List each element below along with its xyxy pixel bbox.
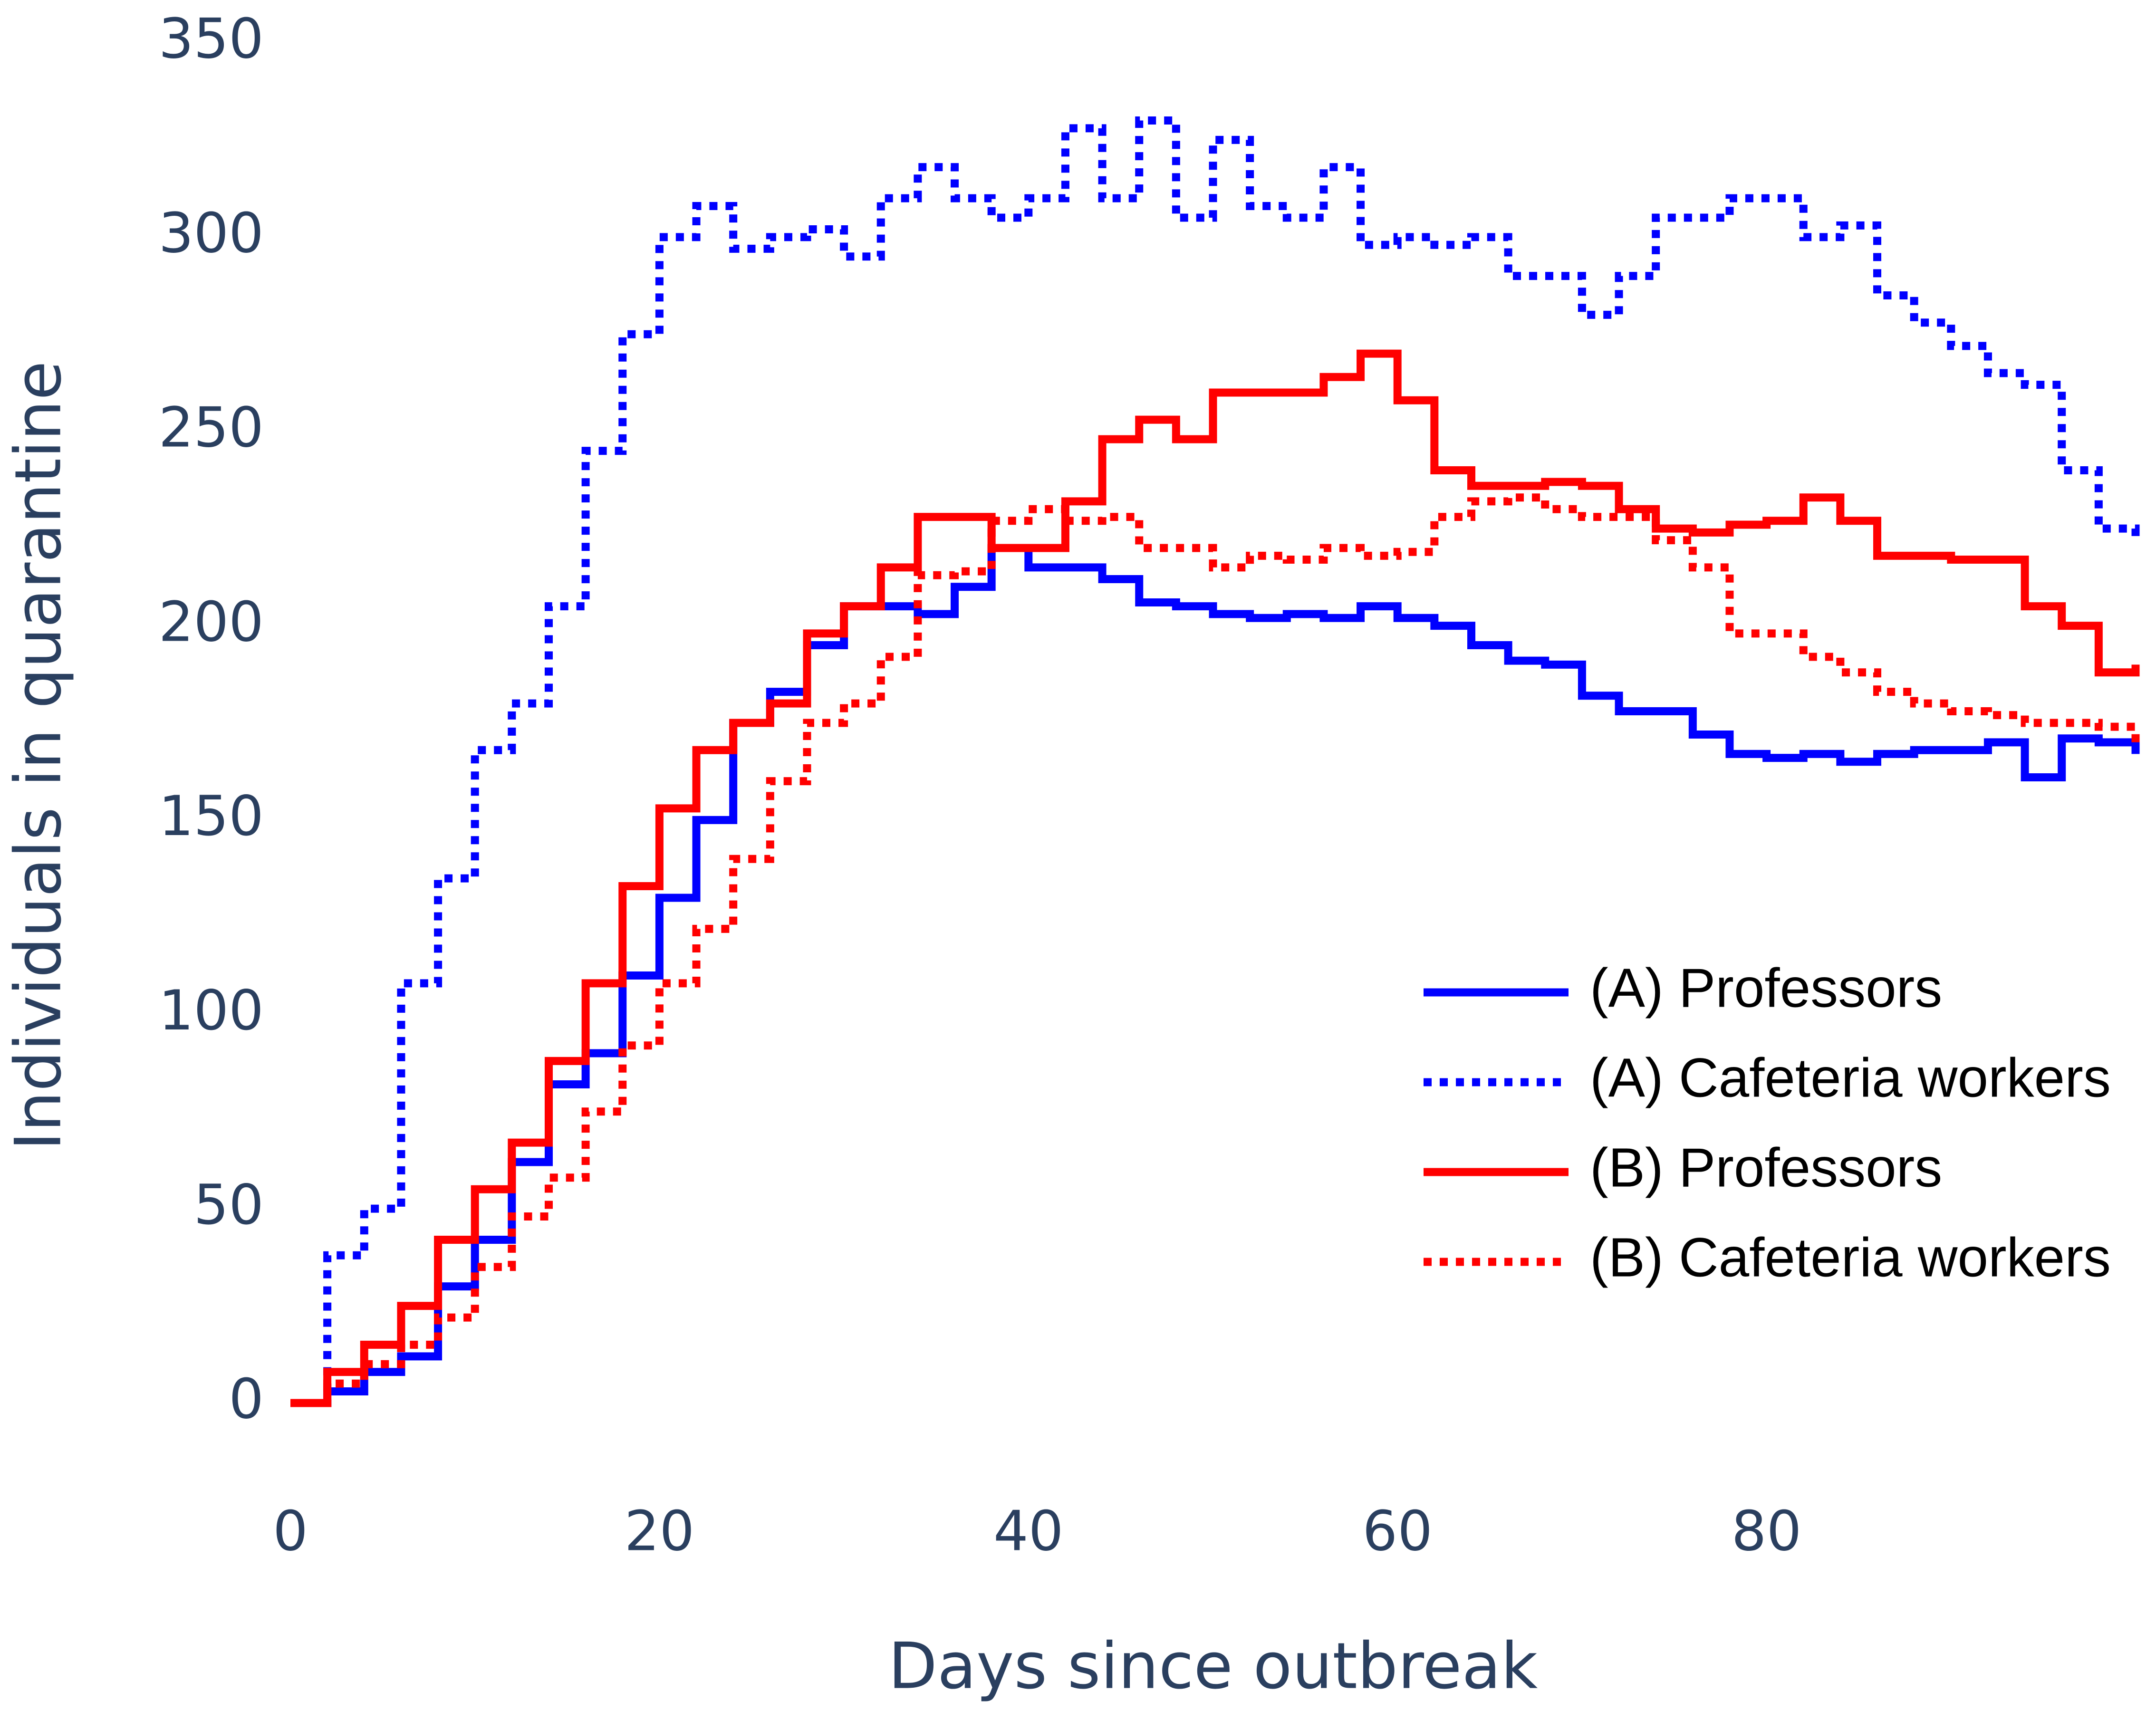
- legend-label: (A) Cafeteria workers: [1590, 1047, 2111, 1109]
- legend-label: (B) Cafeteria workers: [1590, 1227, 2111, 1288]
- legend-label: (B) Professors: [1590, 1137, 1942, 1199]
- y-tick-label: 350: [159, 7, 264, 71]
- series-line: [290, 493, 2140, 1407]
- series-line: [290, 116, 2140, 1407]
- series-line: [290, 349, 2140, 1407]
- x-tick-label: 40: [993, 1500, 1064, 1564]
- x-tick-label: 80: [1732, 1500, 1802, 1564]
- x-tick-label: 20: [625, 1500, 695, 1564]
- y-tick-label: 50: [193, 1173, 264, 1237]
- x-axis-title: Days since outbreak: [888, 1629, 1538, 1703]
- y-tick-label: 100: [159, 979, 264, 1043]
- y-tick-label: 150: [159, 784, 264, 848]
- y-tick-label: 250: [159, 395, 264, 460]
- y-tick-label: 200: [159, 590, 264, 654]
- legend-label: (A) Professors: [1590, 957, 1942, 1019]
- x-tick-label: 0: [273, 1500, 308, 1564]
- y-tick-label: 300: [159, 202, 264, 266]
- y-tick-label: 0: [229, 1367, 264, 1432]
- x-tick-label: 60: [1362, 1500, 1433, 1564]
- y-axis-title: Individuals in quarantine: [1, 361, 76, 1150]
